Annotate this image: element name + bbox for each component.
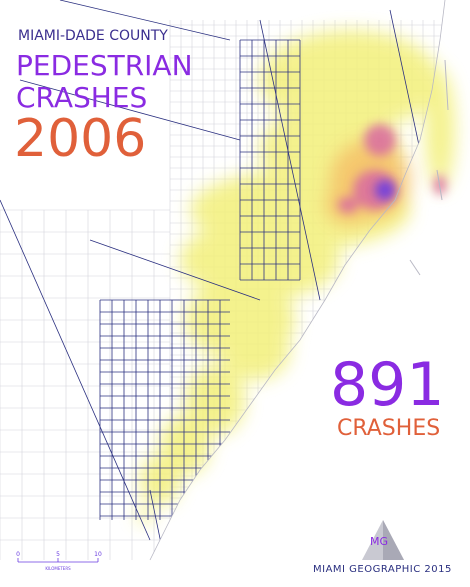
road <box>19 79 241 141</box>
logo: MG <box>362 520 404 560</box>
road <box>59 0 231 41</box>
crash-count: 891 <box>330 350 445 420</box>
scale-tick: 10 <box>94 551 102 558</box>
road <box>149 489 171 560</box>
scale-tick: 0 <box>16 551 20 558</box>
year-title: 2006 <box>14 109 146 169</box>
event-title: CRASHES <box>16 81 147 114</box>
subject-title: PEDESTRIAN <box>16 49 193 82</box>
road <box>89 239 261 301</box>
coastline <box>149 0 446 561</box>
road <box>259 19 321 301</box>
barrier-islands <box>409 59 449 276</box>
scale-bar <box>17 558 99 563</box>
county-title: MIAMI-DADE COUNTY <box>18 28 168 44</box>
crash-label: CRASHES <box>337 416 440 441</box>
credit-text: MIAMI GEOGRAPHIC 2015 <box>313 564 452 575</box>
road <box>389 9 421 151</box>
road <box>0 199 151 541</box>
scale-unit: KILOMETERS <box>45 566 71 571</box>
scale-tick: 5 <box>56 551 60 558</box>
logo-text: MG <box>370 535 388 548</box>
